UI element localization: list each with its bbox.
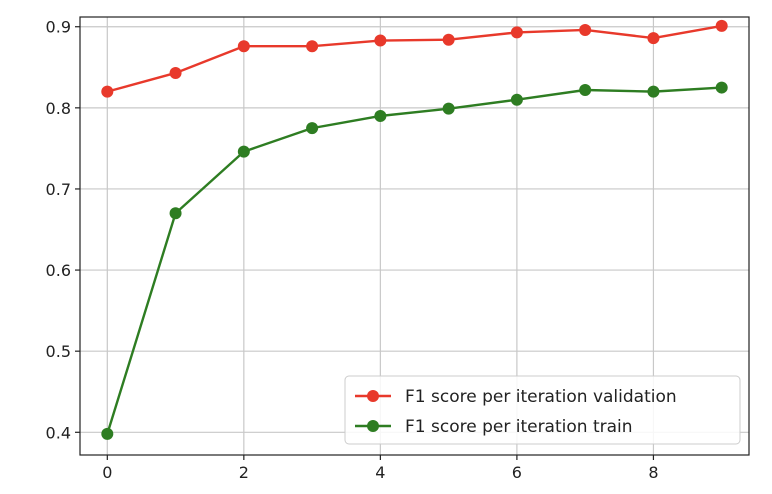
data-point [306, 122, 319, 135]
legend: F1 score per iteration validation F1 scor… [344, 375, 741, 445]
data-point [579, 23, 592, 36]
ticks: 0 2 4 6 8 0.4 0.5 0.6 0.7 0.8 0.9 [46, 18, 659, 482]
data-point [510, 93, 523, 106]
data-point [579, 84, 592, 96]
x-tick-label: 8 [648, 463, 658, 482]
y-tick-label: 0.8 [46, 99, 71, 118]
data-point [374, 34, 387, 47]
y-tick-label: 0.9 [46, 18, 71, 37]
grid [80, 17, 749, 455]
data-point [169, 66, 182, 79]
x-tick-label: 6 [512, 463, 522, 482]
y-tick-label: 0.7 [46, 180, 71, 199]
series-line [106, 86, 722, 435]
x-tick-label: 4 [375, 463, 385, 482]
data-point [101, 427, 114, 440]
y-tick-label: 0.5 [46, 342, 71, 361]
data-point [169, 207, 182, 220]
data-point [237, 40, 250, 53]
data-point [306, 40, 319, 53]
legend-item: F1 score per iteration validation [355, 387, 677, 407]
series-line [106, 24, 722, 93]
legend-item: F1 score per iteration train [355, 417, 633, 437]
y-tick-label: 0.4 [46, 423, 71, 442]
legend-swatch-marker [367, 420, 379, 432]
data-point [647, 85, 660, 98]
data-point [237, 145, 250, 158]
legend-label: F1 score per iteration train [405, 417, 633, 437]
data-point [374, 109, 387, 122]
data-point [715, 81, 728, 94]
legend-swatch-marker [367, 390, 379, 402]
y-tick-label: 0.6 [46, 261, 71, 280]
plot-frame [79, 16, 750, 456]
x-tick-label: 0 [102, 463, 112, 482]
x-tick-label: 2 [239, 463, 249, 482]
data-point [715, 19, 728, 32]
data-point [442, 102, 455, 115]
data-point [647, 32, 660, 45]
legend-label: F1 score per iteration validation [405, 387, 677, 407]
data-point [101, 85, 114, 98]
series-0 [101, 19, 728, 98]
data-point [442, 33, 455, 46]
series-1 [101, 81, 728, 440]
legend-box [344, 375, 741, 445]
series-layer [101, 19, 728, 440]
data-point [510, 26, 523, 39]
